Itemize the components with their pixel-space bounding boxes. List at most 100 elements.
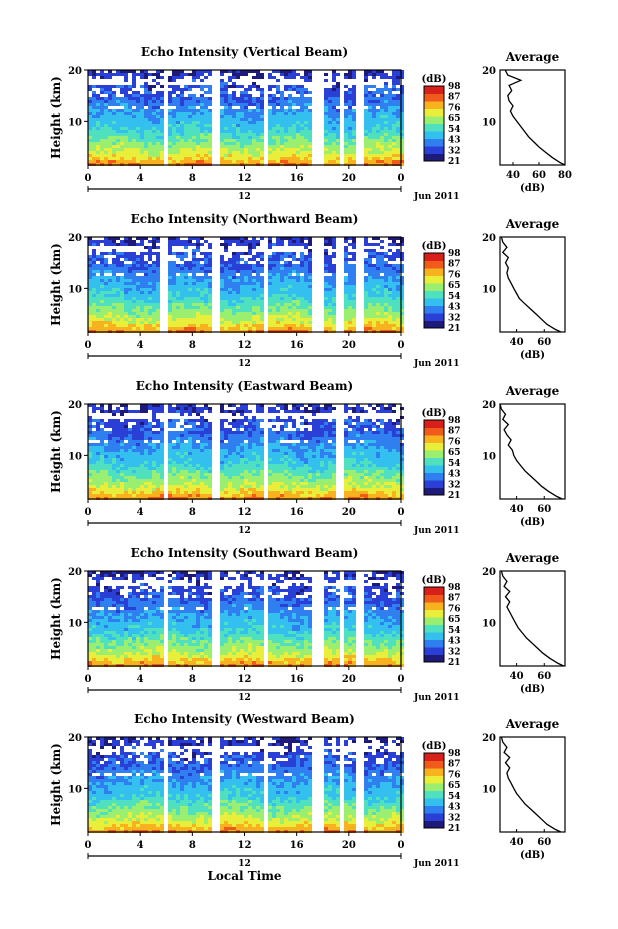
heatmap-cell xyxy=(196,249,200,252)
heatmap-cell xyxy=(384,303,388,306)
heatmap-cell xyxy=(196,437,200,440)
heatmap-cell xyxy=(176,100,180,103)
heatmap-cell xyxy=(376,151,380,154)
heatmap-cell xyxy=(144,327,148,330)
heatmap-cell xyxy=(160,428,164,431)
colorbar-swatch xyxy=(424,275,444,284)
heatmap-cell xyxy=(168,145,172,148)
heatmap-cell xyxy=(136,115,140,118)
heatmap-cell xyxy=(352,449,356,452)
heatmap-cell xyxy=(120,154,124,157)
heatmap-cell xyxy=(240,121,244,124)
heatmap-cell xyxy=(192,115,196,118)
heatmap-cell xyxy=(156,264,160,267)
heatmap-cell xyxy=(232,291,236,294)
heatmap-cell xyxy=(192,303,196,306)
heatmap-cell xyxy=(384,136,388,139)
heatmap-cell xyxy=(372,455,376,458)
heatmap-cell xyxy=(232,136,236,139)
heatmap-cell xyxy=(148,258,152,261)
heatmap-cell xyxy=(360,437,364,440)
heatmap-cell xyxy=(132,130,136,133)
heatmap-cell xyxy=(172,70,176,73)
heatmap-cell xyxy=(308,112,312,115)
heatmap-cell xyxy=(220,306,224,309)
heatmap-cell xyxy=(284,327,288,330)
heatmap-cell xyxy=(220,440,224,443)
heatmap-cell xyxy=(268,321,272,324)
heatmap-cell xyxy=(372,282,376,285)
heatmap-cell xyxy=(332,112,336,115)
heatmap-cell xyxy=(256,276,260,279)
heatmap-cell xyxy=(148,327,152,330)
heatmap-cell xyxy=(240,91,244,94)
heatmap-cell xyxy=(100,270,104,273)
heatmap-cell xyxy=(288,303,292,306)
heatmap-cell xyxy=(172,285,176,288)
heatmap-cell xyxy=(312,410,316,413)
heatmap-cell xyxy=(288,160,292,163)
heatmap-cell xyxy=(120,88,124,91)
heatmap-cell xyxy=(196,139,200,142)
heatmap-cell xyxy=(172,145,176,148)
heatmap-cell xyxy=(184,410,188,413)
heatmap-cell xyxy=(136,297,140,300)
heatmap-cell xyxy=(268,279,272,282)
heatmap-cell xyxy=(372,109,376,112)
heatmap-cell xyxy=(328,431,332,434)
heatmap-cell xyxy=(100,431,104,434)
heatmap-cell xyxy=(400,309,404,312)
heatmap-cell xyxy=(132,291,136,294)
heatmap-cell xyxy=(232,255,236,258)
heatmap-cell xyxy=(184,315,188,318)
heatmap-cell xyxy=(220,327,224,330)
heatmap-cell xyxy=(348,434,352,437)
heatmap-cell xyxy=(292,306,296,309)
heatmap-cell xyxy=(228,279,232,282)
heatmap-cell xyxy=(224,157,228,160)
heatmap-cell xyxy=(144,458,148,461)
heatmap-cell xyxy=(328,318,332,321)
heatmap-cell xyxy=(368,419,372,422)
heatmap-cell xyxy=(304,449,308,452)
heatmap-cell xyxy=(100,437,104,440)
heatmap-cell xyxy=(236,309,240,312)
colorbar-frame xyxy=(423,85,445,162)
heatmap-cell xyxy=(144,318,148,321)
heatmap-cell xyxy=(276,321,280,324)
heatmap-cell xyxy=(172,324,176,327)
heatmap-cell xyxy=(96,264,100,267)
heatmap-cell xyxy=(208,291,212,294)
heatmap-cell xyxy=(260,443,264,446)
heatmap-cell xyxy=(208,276,212,279)
heatmap-cell xyxy=(280,419,284,422)
heatmap-cell xyxy=(384,410,388,413)
heatmap-cell xyxy=(364,318,368,321)
heatmap-cell xyxy=(140,282,144,285)
heatmap-cell xyxy=(188,94,192,97)
heatmap-cell xyxy=(292,452,296,455)
heatmap-cell xyxy=(204,270,208,273)
heatmap-cell xyxy=(328,407,332,410)
heatmap-cell xyxy=(300,94,304,97)
heatmap-cell xyxy=(128,431,132,434)
heatmap-cell xyxy=(160,124,164,127)
heatmap-cell xyxy=(316,449,320,452)
heatmap-cell xyxy=(328,139,332,142)
heatmap-cell xyxy=(252,243,256,246)
heatmap-cell xyxy=(300,276,304,279)
heatmap-cell xyxy=(244,276,248,279)
heatmap-cell xyxy=(328,422,332,425)
heatmap-cell xyxy=(160,404,164,407)
heatmap-cell xyxy=(88,267,92,270)
heatmap-cell xyxy=(184,160,188,163)
heatmap-cell xyxy=(176,142,180,145)
heatmap-cell xyxy=(100,285,104,288)
heatmap-cell xyxy=(188,106,192,109)
heatmap-cell xyxy=(240,324,244,327)
heatmap-cell xyxy=(220,318,224,321)
heatmap-cell xyxy=(104,267,108,270)
heatmap-cell xyxy=(192,136,196,139)
heatmap-cell xyxy=(308,312,312,315)
heatmap-cell xyxy=(276,273,280,276)
